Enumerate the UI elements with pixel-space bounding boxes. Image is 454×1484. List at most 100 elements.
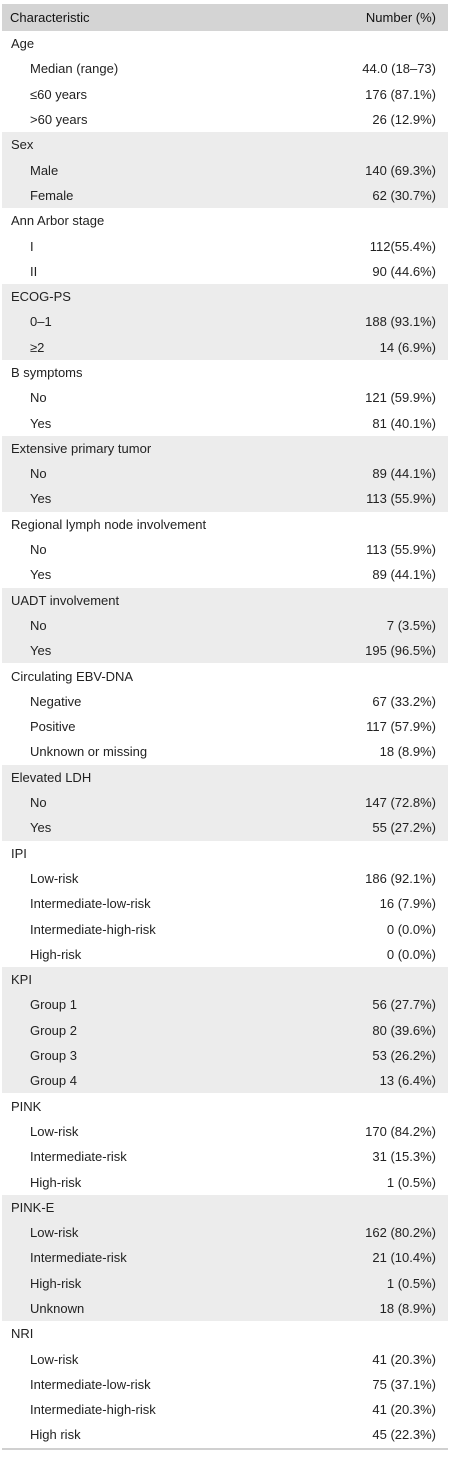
row-value: 13 (6.4%)	[379, 1073, 436, 1089]
section-title-row: PINK	[2, 1093, 448, 1118]
row-label: Unknown or missing	[30, 744, 148, 760]
row-value: 1 (0.5%)	[386, 1174, 436, 1190]
row-value: 31 (15.3%)	[372, 1149, 436, 1165]
table-row: Yes 195 (96.5%)	[2, 638, 448, 663]
row-label: Yes	[30, 820, 52, 836]
row-label: Group 4	[30, 1073, 77, 1089]
row-label: II	[30, 263, 38, 279]
section-title-row: Sex	[2, 132, 448, 157]
row-label: High-risk	[30, 1174, 82, 1190]
table-row: Unknown 18 (8.9%)	[2, 1296, 448, 1321]
row-label: Intermediate-high-risk	[30, 921, 156, 937]
table-body: Age Median (range) 44.0 (18–73) ≤60 years 17…	[2, 31, 448, 1448]
row-value: 81 (40.1%)	[372, 415, 436, 431]
table-row: Positive 117 (57.9%)	[2, 714, 448, 739]
row-label: No	[30, 795, 47, 811]
table-section: Ann Arbor stage I 112(55.4%) II 90 (44.6%)	[2, 208, 448, 284]
section-title: ECOG-PS	[11, 289, 71, 305]
row-value: 90 (44.6%)	[372, 263, 436, 279]
row-label: High-risk	[30, 946, 82, 962]
row-value: 1 (0.5%)	[386, 1275, 436, 1291]
table-section: Elevated LDH No 147 (72.8%) Yes 55 (27.2%)	[2, 764, 448, 841]
row-value: 112(55.4%)	[369, 238, 436, 254]
table-row: Intermediate-risk 21 (10.4%)	[2, 1245, 448, 1270]
table-row: Intermediate-high-risk 41 (20.3%)	[2, 1397, 448, 1422]
row-value: 16 (7.9%)	[379, 896, 436, 912]
table-row: Low-risk 41 (20.3%)	[2, 1346, 448, 1371]
row-value: 140 (69.3%)	[365, 162, 436, 178]
table-row: ≥2 14 (6.9%)	[2, 335, 448, 360]
section-title: NRI	[11, 1326, 34, 1342]
section-title-row: Age	[2, 31, 448, 56]
row-value: 44.0 (18–73)	[362, 61, 436, 77]
table-row: No 89 (44.1%)	[2, 461, 448, 486]
row-value: 0 (0.0%)	[386, 946, 436, 962]
table-row: I 112(55.4%)	[2, 233, 448, 258]
table-section: Regional lymph node involvement No 113 (55…	[2, 512, 448, 588]
table-row: Yes 89 (44.1%)	[2, 562, 448, 587]
row-value: 41 (20.3%)	[372, 1402, 436, 1418]
table-row: High-risk 1 (0.5%)	[2, 1169, 448, 1194]
row-value: 62 (30.7%)	[372, 187, 436, 203]
row-label: Low-risk	[30, 1123, 79, 1139]
row-value: 188 (93.1%)	[365, 314, 436, 330]
section-title-row: IPI	[2, 841, 448, 866]
row-value: 89 (44.1%)	[372, 567, 436, 583]
row-value: 117 (57.9%)	[366, 719, 436, 735]
section-title-row: Circulating EBV-DNA	[2, 663, 448, 688]
row-value: 0 (0.0%)	[386, 921, 436, 937]
row-value: 41 (20.3%)	[372, 1351, 436, 1367]
row-label: Low-risk	[30, 870, 79, 886]
table-row: No 121 (59.9%)	[2, 385, 448, 410]
table-row: No 113 (55.9%)	[2, 537, 448, 562]
section-title: Extensive primary tumor	[11, 440, 152, 456]
section-title: Circulating EBV-DNA	[11, 668, 134, 684]
row-label: Yes	[30, 491, 52, 507]
row-value: 55 (27.2%)	[372, 820, 436, 836]
table-section: PINK Low-risk 170 (84.2%) Intermediate-risk…	[2, 1093, 448, 1194]
characteristics-table: Characteristic Number (%) Age Median (ran…	[2, 4, 448, 1450]
row-label: No	[30, 617, 47, 633]
table-row: Intermediate-low-risk 75 (37.1%)	[2, 1372, 448, 1397]
section-title: Elevated LDH	[11, 769, 92, 785]
row-label: Negative	[30, 693, 82, 709]
row-value: 80 (39.6%)	[372, 1022, 436, 1038]
table-row: High-risk 0 (0.0%)	[2, 942, 448, 967]
table-row: Low-risk 186 (92.1%)	[2, 866, 448, 891]
row-value: 147 (72.8%)	[365, 795, 436, 811]
row-label: Yes	[30, 415, 52, 431]
row-label: Group 2	[30, 1022, 77, 1038]
table-section: ECOG-PS 0–1 188 (93.1%) ≥2 14 (6.9%)	[2, 283, 448, 360]
row-label: High-risk	[30, 1275, 82, 1291]
row-label: High risk	[30, 1427, 81, 1443]
section-title: Age	[11, 36, 35, 52]
row-value: 26 (12.9%)	[372, 112, 436, 128]
row-label: ≥2	[30, 339, 45, 355]
table-row: Yes 81 (40.1%)	[2, 410, 448, 435]
section-title: Regional lymph node involvement	[11, 516, 207, 532]
row-value: 18 (8.9%)	[379, 744, 436, 760]
row-label: Positive	[30, 719, 76, 735]
row-value: 176 (87.1%)	[365, 86, 436, 102]
table-row: II 90 (44.6%)	[2, 259, 448, 284]
row-label: Yes	[30, 567, 52, 583]
section-title-row: B symptoms	[2, 360, 448, 385]
table-section: PINK-E Low-risk 162 (80.2%) Intermediate-ri…	[2, 1194, 448, 1322]
section-title: Sex	[11, 137, 34, 153]
row-value: 56 (27.7%)	[372, 997, 436, 1013]
row-value: 195 (96.5%)	[365, 643, 436, 659]
row-value: 121 (59.9%)	[365, 390, 436, 406]
row-label: Female	[30, 187, 74, 203]
row-value: 18 (8.9%)	[379, 1300, 436, 1316]
row-label: No	[30, 390, 47, 406]
table-row: Group 1 56 (27.7%)	[2, 992, 448, 1017]
row-label: Intermediate-low-risk	[30, 896, 151, 912]
row-label: Intermediate-risk	[30, 1250, 127, 1266]
row-label: No	[30, 542, 47, 558]
table-row: Low-risk 170 (84.2%)	[2, 1119, 448, 1144]
table-row: >60 years 26 (12.9%)	[2, 107, 448, 132]
row-value: 89 (44.1%)	[372, 466, 436, 482]
row-value: 186 (92.1%)	[365, 870, 436, 886]
table-row: Group 4 13 (6.4%)	[2, 1068, 448, 1093]
table-row: Intermediate-high-risk 0 (0.0%)	[2, 916, 448, 941]
